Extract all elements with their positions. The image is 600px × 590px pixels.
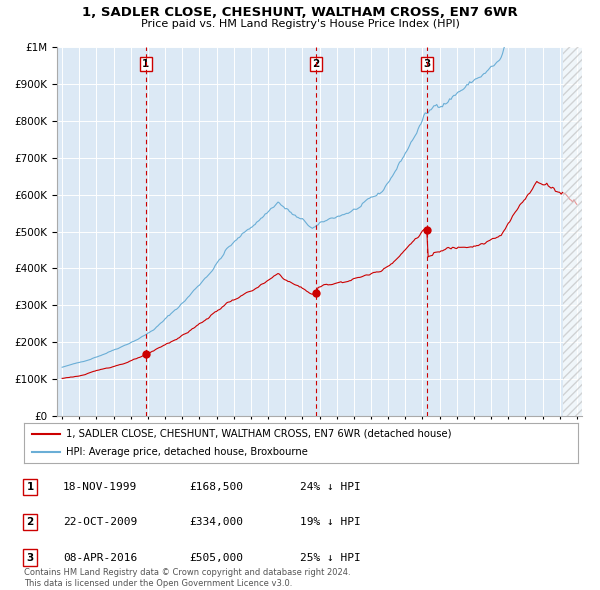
Text: 3: 3 xyxy=(26,553,34,562)
Text: Price paid vs. HM Land Registry's House Price Index (HPI): Price paid vs. HM Land Registry's House … xyxy=(140,19,460,30)
Text: 25% ↓ HPI: 25% ↓ HPI xyxy=(300,553,361,562)
Text: 1: 1 xyxy=(26,482,34,491)
Text: 3: 3 xyxy=(424,59,431,69)
Text: Contains HM Land Registry data © Crown copyright and database right 2024.
This d: Contains HM Land Registry data © Crown c… xyxy=(24,568,350,588)
Text: 2: 2 xyxy=(26,517,34,527)
Text: 24% ↓ HPI: 24% ↓ HPI xyxy=(300,482,361,491)
Text: 1, SADLER CLOSE, CHESHUNT, WALTHAM CROSS, EN7 6WR: 1, SADLER CLOSE, CHESHUNT, WALTHAM CROSS… xyxy=(82,6,518,19)
Text: £334,000: £334,000 xyxy=(189,517,243,527)
Text: 19% ↓ HPI: 19% ↓ HPI xyxy=(300,517,361,527)
Text: 2: 2 xyxy=(313,59,320,69)
Text: 1, SADLER CLOSE, CHESHUNT, WALTHAM CROSS, EN7 6WR (detached house): 1, SADLER CLOSE, CHESHUNT, WALTHAM CROSS… xyxy=(65,429,451,439)
Text: 22-OCT-2009: 22-OCT-2009 xyxy=(63,517,137,527)
Text: 18-NOV-1999: 18-NOV-1999 xyxy=(63,482,137,491)
Text: HPI: Average price, detached house, Broxbourne: HPI: Average price, detached house, Brox… xyxy=(65,447,307,457)
Text: £168,500: £168,500 xyxy=(189,482,243,491)
Text: £505,000: £505,000 xyxy=(189,553,243,562)
Text: 08-APR-2016: 08-APR-2016 xyxy=(63,553,137,562)
Text: 1: 1 xyxy=(142,59,149,69)
